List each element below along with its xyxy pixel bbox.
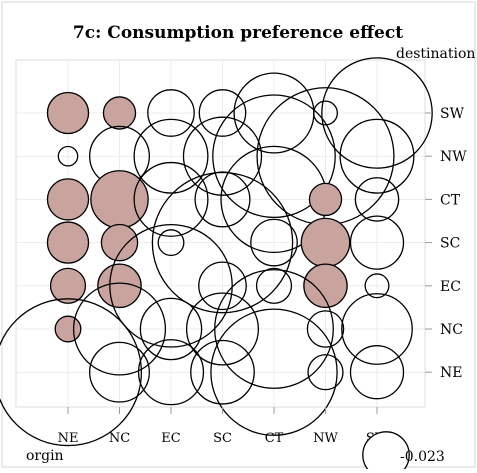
bubble-ct-ec xyxy=(255,267,293,304)
bubble-ct-nw xyxy=(212,94,336,219)
bubble-sw-sw xyxy=(321,57,433,169)
bubble-nc-sc xyxy=(100,223,139,262)
y-tick-labels: SW NW CT SC EC NC NE xyxy=(425,106,467,381)
plot-area xyxy=(15,59,426,408)
y-tick-nc: NC xyxy=(440,322,463,338)
bubble-ne-ec xyxy=(49,267,87,304)
bubble-ne-ne xyxy=(0,298,143,447)
y-axis-title: destination xyxy=(396,46,475,62)
bubble-ct-sc xyxy=(250,218,298,267)
y-tick-sw: SW xyxy=(440,106,465,122)
bubble-ne-sw xyxy=(46,91,90,135)
bubble-nc-ne xyxy=(89,341,150,403)
bubble-nw-ec xyxy=(303,263,348,309)
bubble-nw-sw xyxy=(312,100,338,126)
legend-bubble xyxy=(362,431,410,473)
bubble-ec-nc xyxy=(139,297,203,361)
bubble-sw-ec xyxy=(364,273,390,299)
bubble-sw-sc xyxy=(349,215,405,270)
bubble-nw-sc xyxy=(300,217,351,268)
bubble-sw-ct xyxy=(354,177,400,222)
x-tick-nw: NW xyxy=(313,431,338,446)
bubble-ct-ne xyxy=(210,308,338,436)
bubble-ec-sc xyxy=(157,229,185,257)
x-tick-ec: EC xyxy=(161,431,180,446)
bubble-sw-ne xyxy=(349,345,405,400)
bubble-sc-nc xyxy=(185,292,260,366)
bubble-sw-nc xyxy=(341,293,413,365)
bubble-sw-nw xyxy=(339,118,415,194)
bubble-ec-ec xyxy=(109,223,233,348)
bubble-ec-sw xyxy=(147,89,195,137)
bubble-sc-sw xyxy=(198,89,247,137)
bubble-ne-sc xyxy=(46,221,90,264)
bubble-sc-sc xyxy=(151,171,294,314)
bubble-ec-nw xyxy=(133,118,209,194)
chart-title: 7c: Consumption preference effect xyxy=(73,23,403,43)
y-tick-nw: NW xyxy=(440,149,467,165)
bubble-sc-ec xyxy=(198,261,247,311)
y-tick-ne: NE xyxy=(440,365,462,381)
x-tick-sc: SC xyxy=(213,431,232,446)
bubble-ne-ct xyxy=(46,178,90,221)
legend: -0.023 xyxy=(362,431,445,473)
bubble-sc-nw xyxy=(182,116,263,196)
bubble-nc-ec xyxy=(97,263,142,309)
bubble-ec-ct xyxy=(133,161,209,237)
bubble-nc-nc xyxy=(72,282,167,376)
y-tick-ct: CT xyxy=(440,192,461,208)
y-tick-ec: EC xyxy=(440,279,461,295)
bubble-ne-nw xyxy=(57,145,79,167)
bubble-nw-ct xyxy=(308,182,343,217)
x-tick-ne: NE xyxy=(58,431,79,446)
bubble-ec-ne xyxy=(137,339,205,406)
y-tick-sc: SC xyxy=(440,236,460,252)
bubble-ct-nc xyxy=(214,269,334,389)
bubble-sc-ne xyxy=(190,339,255,405)
bubble-nw-nc xyxy=(306,310,345,348)
legend-label: -0.023 xyxy=(400,449,445,465)
x-tick-ct: CT xyxy=(265,431,284,446)
x-axis-title: orgin xyxy=(26,448,64,464)
bubble-layer xyxy=(0,57,433,447)
x-tick-nc: NC xyxy=(109,431,130,446)
bubble-nw-ne xyxy=(307,354,344,391)
bubble-nc-sw xyxy=(102,96,137,130)
